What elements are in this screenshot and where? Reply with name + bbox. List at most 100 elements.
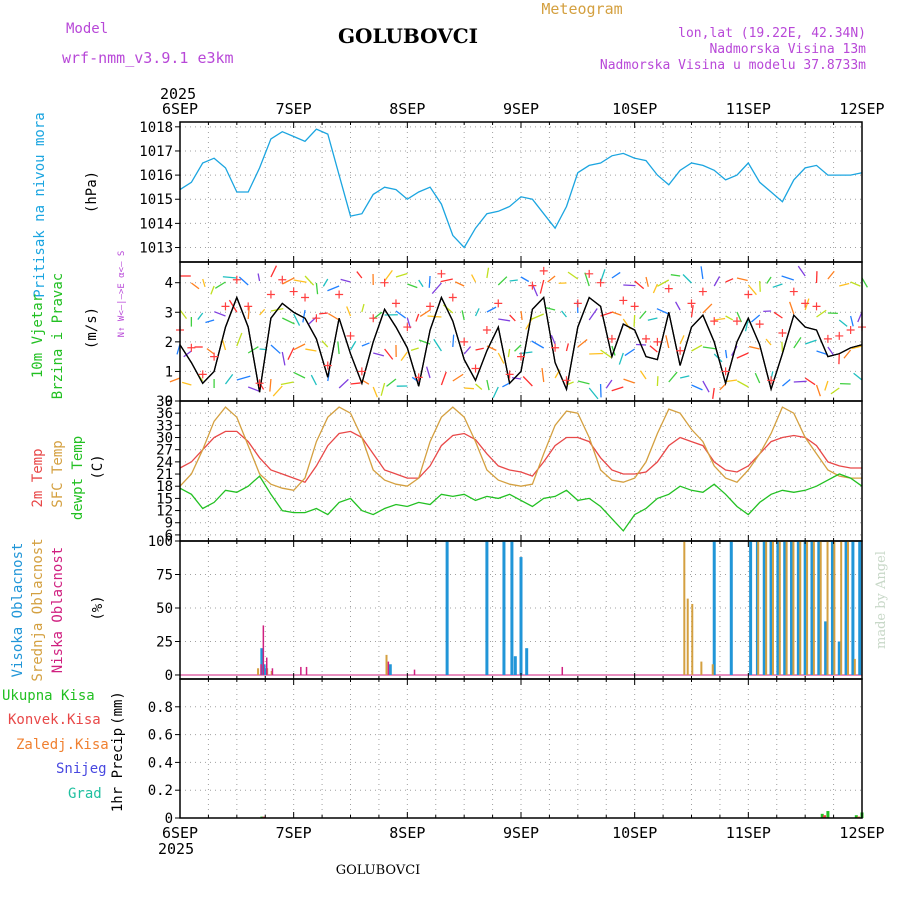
x-tick-label-bottom: 10SEP bbox=[612, 824, 657, 842]
x-tick-label-bottom: 12SEP bbox=[839, 824, 884, 842]
wind-arrow bbox=[561, 310, 567, 318]
cloud-bar bbox=[711, 664, 714, 675]
wind-arrow bbox=[634, 280, 645, 290]
y-tick-label: 1015 bbox=[139, 192, 173, 208]
gust-marker bbox=[528, 281, 537, 290]
wind-arrow bbox=[183, 350, 192, 358]
cloud-bar bbox=[765, 541, 768, 675]
wind-arrow bbox=[623, 284, 636, 287]
wind-arrow bbox=[440, 371, 447, 386]
gust-marker bbox=[517, 352, 525, 361]
wind-arrow bbox=[410, 347, 419, 351]
wind-arrow bbox=[310, 374, 317, 386]
wind-arrow bbox=[305, 348, 317, 352]
wind-arrow bbox=[736, 277, 748, 282]
gust-marker bbox=[312, 314, 321, 323]
wind-arrow bbox=[372, 386, 378, 398]
year-top: 2025 bbox=[160, 85, 196, 103]
gust-marker bbox=[278, 275, 287, 284]
footer-station: GOLUBOVCI bbox=[336, 863, 421, 878]
y-tick-label: 50 bbox=[156, 601, 173, 617]
wind-unit: (m/s) bbox=[84, 307, 100, 349]
gust-marker bbox=[642, 334, 651, 343]
pressure-ylabel: Pritisak na nivou mora bbox=[32, 112, 48, 297]
gust-marker bbox=[346, 331, 355, 340]
wind-arrow bbox=[639, 370, 647, 380]
wind-speed-line-top bbox=[179, 295, 863, 393]
wind-arrow bbox=[656, 308, 670, 315]
gust-marker bbox=[505, 370, 514, 379]
wind-arrow bbox=[486, 267, 490, 279]
cloud-bar bbox=[271, 668, 274, 675]
wind-arrow bbox=[793, 380, 807, 383]
x-tick-label-bottom: 11SEP bbox=[726, 824, 771, 842]
wind-arrow bbox=[304, 275, 315, 286]
gust-marker bbox=[653, 337, 662, 346]
wind-arrow bbox=[327, 285, 340, 292]
cloud-bar bbox=[810, 541, 814, 675]
gust-marker bbox=[221, 302, 230, 311]
wind-arrow bbox=[293, 343, 306, 351]
wind-arrow bbox=[599, 269, 606, 283]
pressure-unit: (hPa) bbox=[84, 171, 100, 213]
wind-arrow bbox=[486, 306, 497, 313]
cloud-unit: (%) bbox=[90, 595, 106, 620]
wind-arrow bbox=[356, 271, 363, 279]
temp-ylabel-1: 2m Temp bbox=[30, 448, 46, 507]
gust-marker bbox=[198, 370, 207, 379]
cloud-bar bbox=[812, 541, 815, 675]
cloud-bar bbox=[712, 541, 716, 675]
y-tick-label: 1013 bbox=[139, 241, 173, 257]
cloud-bar bbox=[729, 541, 733, 675]
wind-arrow bbox=[766, 276, 772, 284]
gust-marker bbox=[266, 290, 275, 299]
cloud-bar bbox=[266, 657, 268, 675]
wind-arrow bbox=[645, 276, 649, 287]
wind-arrow bbox=[759, 280, 761, 292]
wind-arrow bbox=[724, 349, 728, 359]
gust-marker bbox=[755, 320, 764, 329]
wind-arrow bbox=[656, 376, 659, 387]
y-tick-label: 1018 bbox=[139, 120, 173, 136]
cloud-bar bbox=[837, 641, 841, 675]
gust-marker bbox=[823, 334, 832, 343]
cloud-bar bbox=[686, 598, 689, 675]
wind-arrow bbox=[793, 337, 802, 349]
cloud-bar bbox=[771, 541, 774, 675]
cloud-bar bbox=[858, 541, 862, 675]
cloud-bar bbox=[262, 664, 266, 675]
gust-marker bbox=[323, 361, 332, 370]
wind-arrow bbox=[522, 376, 533, 387]
wind-arrow bbox=[804, 339, 817, 345]
cloud-bar bbox=[749, 541, 753, 675]
cloud-bar bbox=[385, 654, 388, 675]
wind-ylabel-1: 10m Vjetar bbox=[30, 294, 46, 378]
wind-arrow bbox=[322, 278, 329, 287]
precip-legend-frozen: Zaledj.Kisa bbox=[16, 737, 109, 753]
series-line-2m-temp bbox=[179, 430, 862, 483]
precip-panel: 0 0.2 0.4 0.6 0.8 bbox=[148, 678, 864, 827]
wind-arrow bbox=[670, 274, 681, 277]
wind-arrow bbox=[287, 347, 295, 360]
wind-arrow bbox=[567, 271, 579, 280]
wind-arrow bbox=[773, 311, 783, 319]
y-tick-label: 12 bbox=[156, 504, 173, 520]
wind-arrow bbox=[514, 344, 522, 352]
gust-marker bbox=[244, 302, 253, 311]
cloud-bar bbox=[513, 656, 517, 675]
wind-arrow bbox=[850, 315, 854, 327]
cloud-bar bbox=[757, 541, 760, 675]
wind-arrow bbox=[547, 275, 556, 283]
x-tick-labels-bottom: 6SEP 7SEP 8SEP 9SEP 10SEP 11SEP 12SEP bbox=[162, 824, 885, 842]
wind-arrow bbox=[530, 313, 544, 321]
y-tick-label: 2 bbox=[165, 335, 173, 351]
precip-bar bbox=[822, 815, 826, 818]
wind-arrow bbox=[588, 308, 598, 321]
wind-arrow bbox=[169, 377, 181, 383]
wind-arrow bbox=[236, 375, 251, 381]
precip-bar bbox=[820, 813, 824, 818]
wind-arrow bbox=[293, 279, 307, 283]
wind-arrow bbox=[665, 335, 670, 349]
gust-marker bbox=[630, 302, 639, 311]
